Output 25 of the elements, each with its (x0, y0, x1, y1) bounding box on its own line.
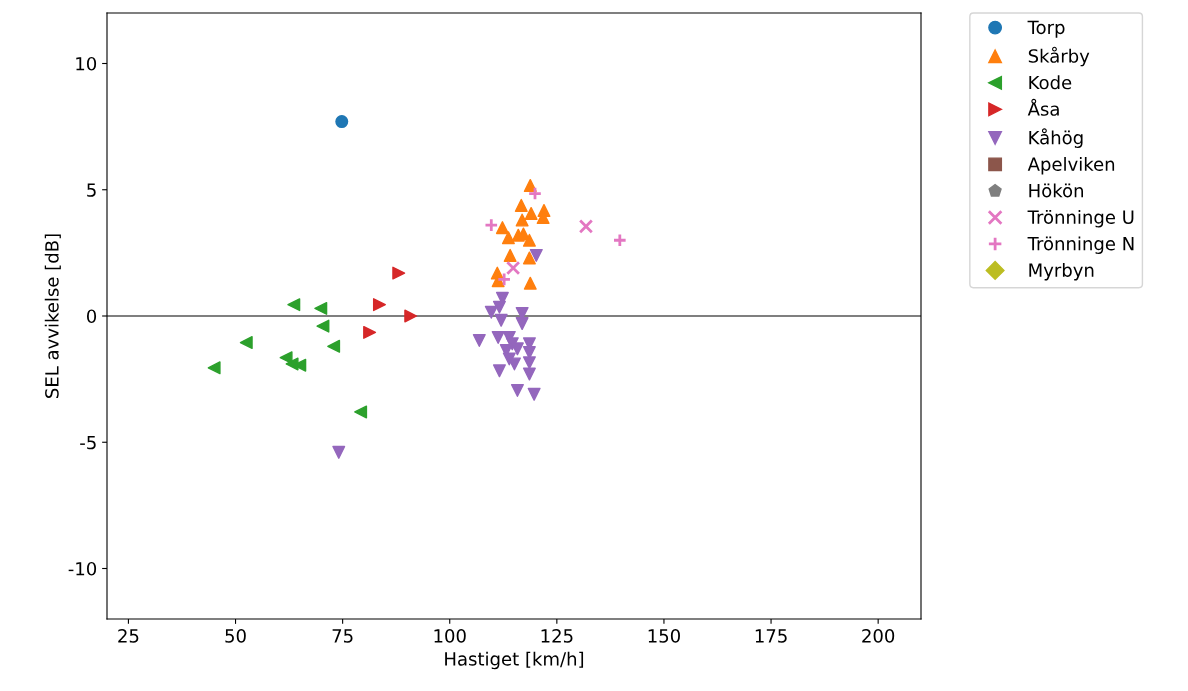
x-tick-label: 100 (434, 629, 466, 643)
y-tick-label: -10 (68, 561, 97, 576)
legend-label: Åsa (1027, 98, 1059, 116)
x-tick-label: 75 (332, 629, 353, 643)
y-tick-label: -5 (80, 435, 96, 450)
x-tick-label: 150 (648, 629, 680, 643)
x-tick-label: 200 (862, 629, 895, 643)
x-tick-label: 50 (225, 629, 246, 643)
y-tick-label: 5 (87, 183, 96, 197)
x-axis-title: Hastiget [km/h] (445, 651, 584, 670)
y-tick-label: 0 (86, 309, 97, 324)
legend-label: Skårby (1028, 46, 1090, 67)
legend-label: Kode (1029, 75, 1072, 90)
legend-label: Myrbyn (1029, 263, 1094, 281)
x-tick-label: 25 (118, 629, 139, 643)
y-tick-label: 10 (76, 56, 97, 71)
legend-label: Torp (1027, 20, 1065, 38)
x-tick-label: 175 (755, 629, 787, 643)
y-axis-title: SEL avvikelse [dB] (44, 234, 61, 398)
legend-label: Trönninge N (1027, 236, 1134, 254)
legend-label: Trönninge U (1027, 210, 1134, 228)
x-tick-label: 125 (541, 629, 573, 643)
legend-label: Hökön (1029, 183, 1083, 198)
legend-label: Apelviken (1027, 157, 1115, 175)
legend-label: Kåhög (1029, 128, 1083, 148)
